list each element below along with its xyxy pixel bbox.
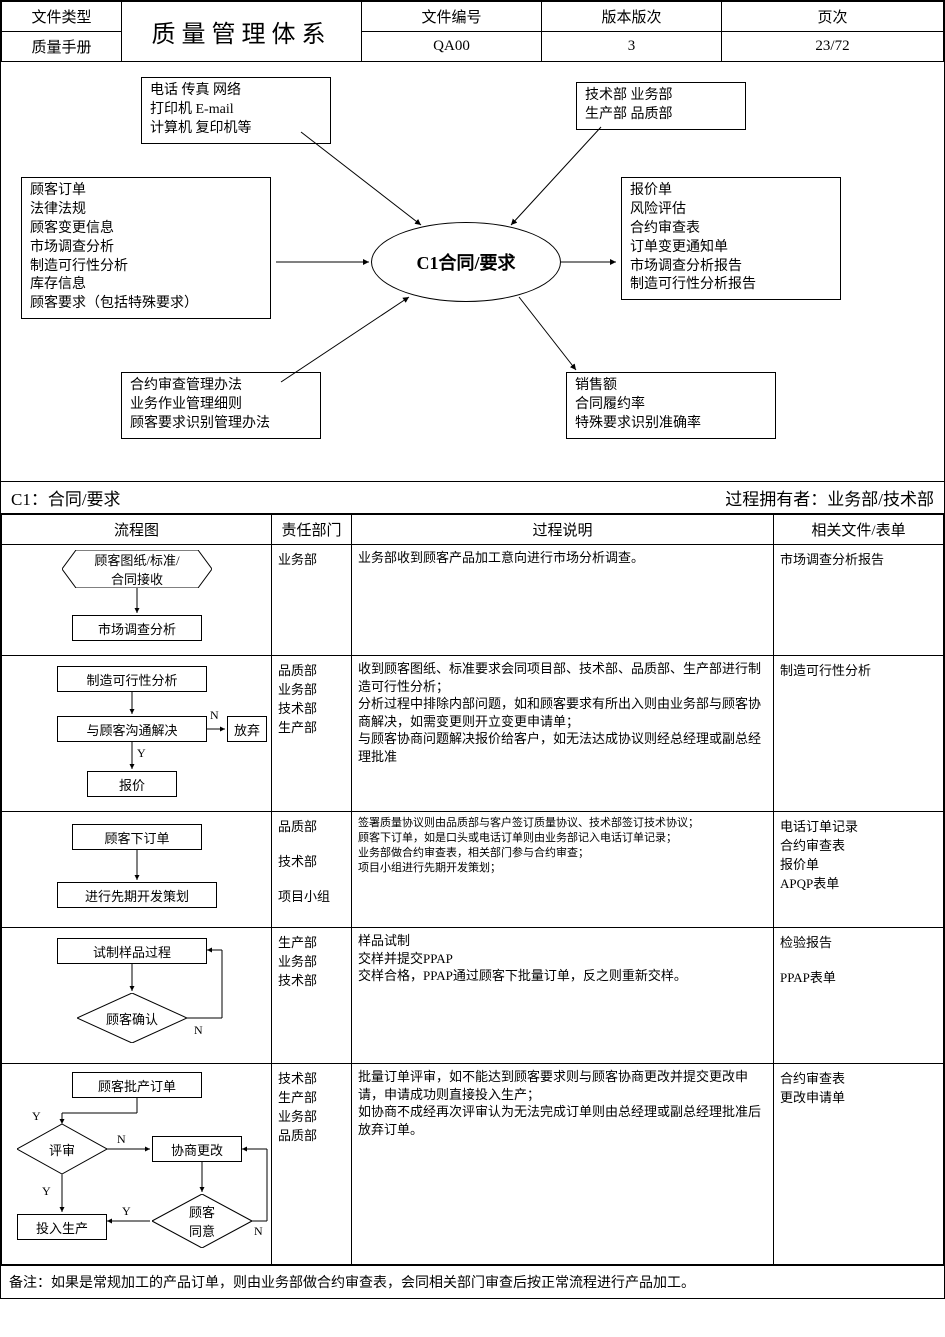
flow-box: 试制样品过程 xyxy=(57,938,207,964)
dept-cell: 生产部业务部技术部 xyxy=(272,928,352,1064)
turtle-diagram: 电话 传真 网络打印机 E-mail计算机 复印机等 技术部 业务部生产部 品质… xyxy=(1,62,944,482)
th-desc: 过程说明 xyxy=(352,515,774,545)
remark: 备注：如果是常规加工的产品订单，则由业务部做合约审查表，会同相关部门审查后按正常… xyxy=(1,1265,944,1298)
table-row: 试制样品过程顾客确认 N 生产部业务部技术部样品试制交样并提交PPAP交样合格，PP… xyxy=(2,928,944,1064)
th-dept: 责任部门 xyxy=(272,515,352,545)
turtle-top-right: 技术部 业务部生产部 品质部 xyxy=(576,82,746,130)
flow-box: 与顾客沟通解决 xyxy=(57,716,207,742)
section-left: C1：合同/要求 xyxy=(11,485,121,510)
dept-cell: 品质部技术部项目小组 xyxy=(272,812,352,928)
flow-label: Y xyxy=(122,1204,131,1219)
system-title: 质量管理体系 xyxy=(122,2,362,62)
th-docs: 相关文件/表单 xyxy=(774,515,944,545)
process-table: 流程图 责任部门 过程说明 相关文件/表单 顾客图纸/标准/合同接收市场调查分析… xyxy=(1,514,944,1265)
dept-cell: 技术部生产部业务部品质部 xyxy=(272,1064,352,1265)
docs-cell: 合约审查表更改申请单 xyxy=(774,1064,944,1265)
flow-label: N xyxy=(194,1023,203,1038)
flow-box: 制造可行性分析 xyxy=(57,666,207,692)
flow-cell: 顾客批产订单评审 协商更改投入生产 顾客同意 Y N Y Y N xyxy=(2,1064,272,1265)
flow-diamond: 顾客确认 xyxy=(77,993,187,1043)
header-table: 文件类型 质量管理体系 文件编号 版本版次 页次 质量手册 QA00 3 23/… xyxy=(1,1,944,62)
flow-box: 报价 xyxy=(87,771,177,797)
flow-diamond: 顾客同意 xyxy=(152,1194,252,1248)
turtle-bottom-right: 销售额合同履约率特殊要求识别准确率 xyxy=(566,372,776,439)
flow-box: 顾客下订单 xyxy=(72,824,202,850)
docs-cell: 市场调查分析报告 xyxy=(774,545,944,656)
doc-no-label: 文件编号 xyxy=(362,2,542,32)
flow-cell: 试制样品过程顾客确认 N xyxy=(2,928,272,1064)
desc-cell: 业务部收到顾客产品加工意向进行市场分析调查。 xyxy=(352,545,774,656)
table-row: 顾客图纸/标准/合同接收市场调查分析业务部业务部收到顾客产品加工意向进行市场分析… xyxy=(2,545,944,656)
flow-cell: 顾客下订单进行先期开发策划 xyxy=(2,812,272,928)
turtle-right: 报价单风险评估合约审查表订单变更通知单市场调查分析报告制造可行性分析报告 xyxy=(621,177,841,300)
table-row: 顾客下订单进行先期开发策划品质部技术部项目小组签署质量协议则由品质部与客户签订质… xyxy=(2,812,944,928)
page-value: 23/72 xyxy=(722,32,944,62)
page-label: 页次 xyxy=(722,2,944,32)
desc-cell: 批量订单评审，如不能达到顾客要求则与顾客协商更改并提交更改申请，申请成功则直接投… xyxy=(352,1064,774,1265)
section-title-row: C1：合同/要求 过程拥有者：业务部/技术部 xyxy=(1,482,944,514)
dept-cell: 业务部 xyxy=(272,545,352,656)
flow-hexagon: 顾客图纸/标准/合同接收 xyxy=(62,550,212,588)
version-value: 3 xyxy=(542,32,722,62)
flow-box: 顾客批产订单 xyxy=(72,1072,202,1098)
manual-label: 质量手册 xyxy=(2,32,122,62)
turtle-left: 顾客订单法律法规顾客变更信息市场调查分析制造可行性分析库存信息顾客要求（包括特殊… xyxy=(21,177,271,319)
dept-cell: 品质部业务部技术部生产部 xyxy=(272,656,352,812)
flow-box: 投入生产 xyxy=(17,1214,107,1240)
flow-cell: 制造可行性分析与顾客沟通解决放弃报价 N Y xyxy=(2,656,272,812)
th-flow: 流程图 xyxy=(2,515,272,545)
doc-type-label: 文件类型 xyxy=(2,2,122,32)
flow-diamond: 评审 xyxy=(17,1124,107,1174)
section-right: 过程拥有者：业务部/技术部 xyxy=(725,485,934,510)
flow-label: N xyxy=(254,1224,263,1239)
docs-cell: 电话订单记录合约审查表报价单APQP表单 xyxy=(774,812,944,928)
flow-box: 协商更改 xyxy=(152,1136,242,1162)
table-row: 顾客批产订单评审 协商更改投入生产 顾客同意 Y N Y Y N 技术部生产部业务部品质部批量订… xyxy=(2,1064,944,1265)
flow-label: Y xyxy=(137,746,146,761)
desc-cell: 收到顾客图纸、标准要求会同项目部、技术部、品质部、生产部进行制造可行性分析；分析… xyxy=(352,656,774,812)
flow-label: Y xyxy=(32,1109,41,1124)
turtle-top-left: 电话 传真 网络打印机 E-mail计算机 复印机等 xyxy=(141,77,331,144)
table-row: 制造可行性分析与顾客沟通解决放弃报价NY品质部业务部技术部生产部收到顾客图纸、标… xyxy=(2,656,944,812)
flow-box: 市场调查分析 xyxy=(72,615,202,641)
turtle-bottom-left: 合约审查管理办法业务作业管理细则顾客要求识别管理办法 xyxy=(121,372,321,439)
flow-label: N xyxy=(210,708,219,723)
flow-cell: 顾客图纸/标准/合同接收市场调查分析 xyxy=(2,545,272,656)
desc-cell: 样品试制交样并提交PPAP交样合格，PPAP通过顾客下批量订单，反之则重新交样。 xyxy=(352,928,774,1064)
flow-label: N xyxy=(117,1132,126,1147)
flow-box: 进行先期开发策划 xyxy=(57,882,217,908)
page: 文件类型 质量管理体系 文件编号 版本版次 页次 质量手册 QA00 3 23/… xyxy=(0,0,945,1299)
doc-no: QA00 xyxy=(362,32,542,62)
flow-box: 放弃 xyxy=(227,716,267,742)
version-label: 版本版次 xyxy=(542,2,722,32)
docs-cell: 检验报告PPAP表单 xyxy=(774,928,944,1064)
docs-cell: 制造可行性分析 xyxy=(774,656,944,812)
turtle-center: C1合同/要求 xyxy=(371,222,561,302)
desc-cell: 签署质量协议则由品质部与客户签订质量协议、技术部签订技术协议；顾客下订单，如是口… xyxy=(352,812,774,928)
flow-label: Y xyxy=(42,1184,51,1199)
